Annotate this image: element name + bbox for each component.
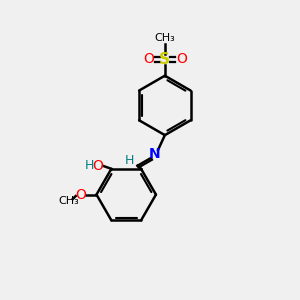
Text: H: H — [125, 154, 134, 167]
Text: O: O — [143, 52, 154, 66]
Text: CH₃: CH₃ — [154, 33, 175, 43]
Text: O: O — [76, 188, 86, 202]
Text: CH₃: CH₃ — [58, 196, 79, 206]
Text: O: O — [176, 52, 187, 66]
Text: O: O — [92, 159, 104, 173]
Text: H: H — [85, 159, 94, 172]
Text: S: S — [159, 52, 170, 67]
Text: N: N — [148, 148, 160, 161]
